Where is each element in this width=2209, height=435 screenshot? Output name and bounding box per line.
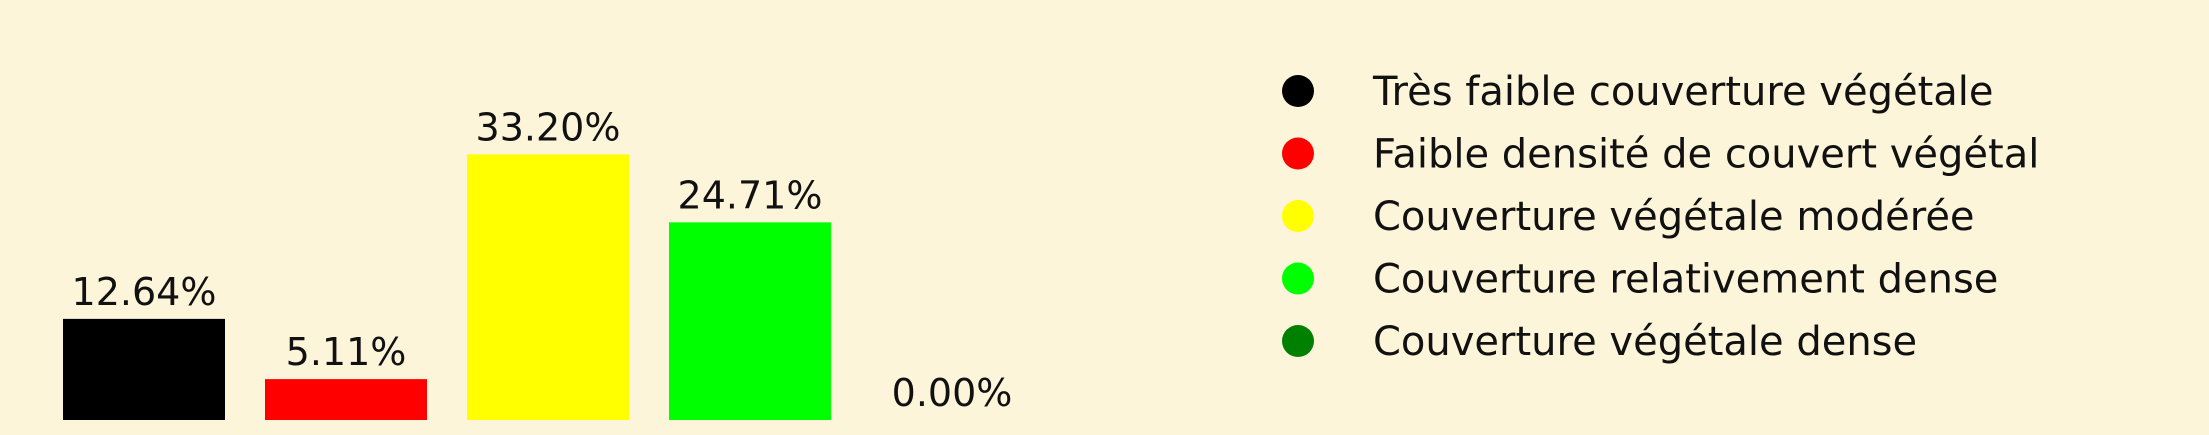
value-label-3: 24.71%: [678, 173, 823, 217]
bar-0: [63, 318, 225, 420]
bar-1: [265, 379, 427, 420]
value-labels-group: 12.64% 5.11% 33.20% 24.71% 0.00%: [72, 105, 1013, 415]
bars-group: [63, 154, 831, 420]
legend: Très faible couverture végétale Faible de…: [1282, 69, 2039, 365]
value-label-4: 0.00%: [892, 371, 1013, 415]
value-label-1: 5.11%: [286, 330, 407, 374]
legend-marker-1: [1282, 137, 1314, 170]
value-label-0: 12.64%: [72, 270, 217, 314]
legend-label-3: Couverture relativement dense: [1373, 257, 1998, 303]
legend-label-1: Faible densité de couvert végétal: [1373, 132, 2039, 178]
legend-marker-0: [1282, 75, 1314, 107]
bar-3: [669, 222, 831, 420]
legend-marker-4: [1282, 325, 1314, 357]
value-label-2: 33.20%: [476, 105, 621, 149]
legend-marker-3: [1282, 262, 1314, 295]
legend-marker-2: [1282, 200, 1314, 232]
legend-label-2: Couverture végétale modérée: [1373, 194, 1975, 240]
bar-2: [467, 154, 629, 420]
legend-label-0: Très faible couverture végétale: [1372, 69, 1994, 115]
legend-label-4: Couverture végétale dense: [1373, 319, 1917, 365]
